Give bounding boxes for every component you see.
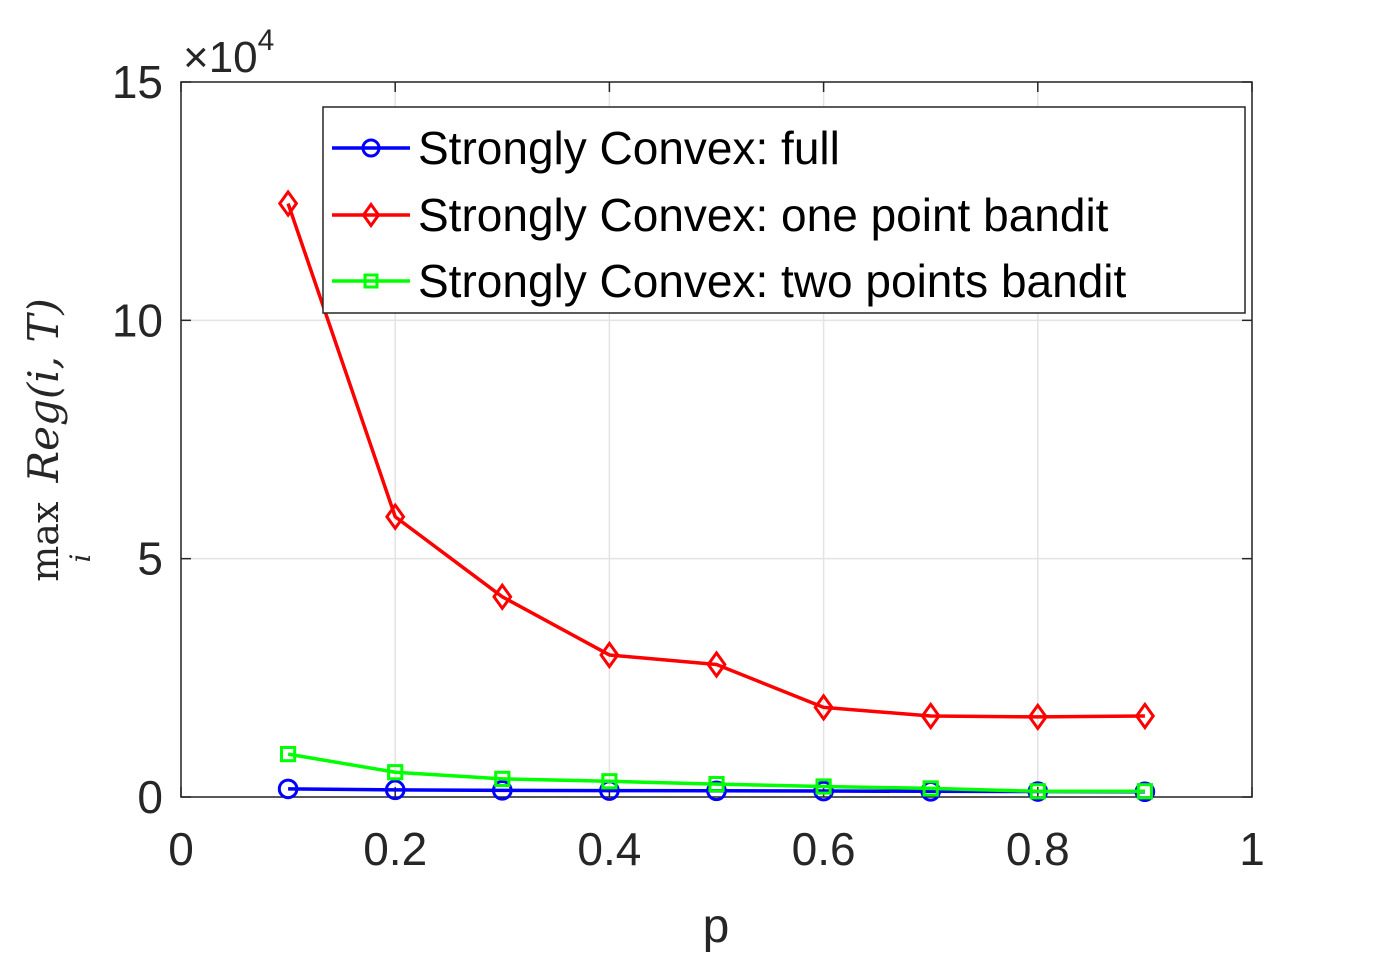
y-exponent-base: ×10 — [183, 33, 258, 82]
series-line — [286, 202, 1145, 719]
plot-area — [180, 81, 1253, 798]
y-axis-title-subscript: i — [64, 554, 97, 563]
svg-text:×104: ×104 — [183, 24, 274, 82]
legend-entry-2: Strongly Convex: two points bandit — [332, 255, 1127, 307]
legend-marker — [361, 201, 381, 229]
data-point — [599, 640, 620, 670]
legend-box — [322, 106, 1246, 314]
data-point — [813, 780, 834, 802]
data-point — [494, 770, 511, 787]
data-point — [492, 780, 513, 801]
data-point — [706, 650, 727, 679]
data-point — [813, 693, 834, 722]
data-point — [706, 780, 727, 802]
legend: Strongly Convex: full Strongly Convex: on… — [322, 106, 1246, 314]
svg-text:max Reg(i, T): max Reg(i, T) — [19, 298, 68, 582]
legend-marker — [361, 138, 381, 158]
y-axis-title-operator: max — [23, 502, 67, 582]
data-point — [920, 701, 941, 731]
data-point — [384, 779, 406, 801]
x-tick-label: 0.8 — [1006, 823, 1070, 875]
legend-entry-1: Strongly Convex: one point bandit — [332, 189, 1109, 241]
x-tick-label: 0.6 — [792, 823, 856, 875]
x-tick-label: 0.2 — [363, 823, 427, 875]
data-point — [1029, 783, 1046, 800]
y-tick-label: 15 — [112, 56, 163, 108]
data-point — [1027, 702, 1048, 732]
series-layer — [277, 189, 1156, 803]
series-line — [287, 752, 1145, 794]
legend-entry-0: Strongly Convex: full — [332, 122, 840, 174]
data-point — [708, 776, 725, 793]
legend-marker — [363, 273, 379, 289]
y-tick-label: 0 — [137, 771, 163, 823]
data-point — [922, 780, 939, 797]
x-tick-label: 1 — [1239, 823, 1265, 875]
data-point — [277, 778, 299, 800]
y-axis-title: max Reg(i, T) i — [19, 298, 97, 582]
data-point — [1136, 783, 1154, 800]
data-point — [277, 189, 299, 218]
legend-label: Strongly Convex: full — [418, 122, 840, 174]
legend-label: Strongly Convex: one point bandit — [418, 189, 1109, 241]
y-axis-title-expression: Reg(i, T) — [19, 298, 68, 483]
data-point — [385, 502, 406, 531]
series-1 — [277, 189, 1156, 732]
data-point — [387, 764, 404, 781]
series-2 — [280, 746, 1154, 800]
data-point — [815, 778, 832, 795]
x-tick-label: 0 — [168, 823, 194, 875]
data-point — [492, 582, 513, 611]
y-tick-label: 5 — [137, 533, 163, 585]
y-exponent-label: ×104 — [183, 24, 274, 82]
y-tick-label: 10 — [112, 294, 163, 346]
data-point — [280, 746, 297, 763]
data-point — [1134, 701, 1156, 731]
x-axis-title: p — [703, 900, 730, 953]
y-exponent-power: 4 — [258, 24, 275, 57]
x-tick-label: 0.4 — [577, 823, 641, 875]
data-point — [601, 773, 618, 790]
legend-label: Strongly Convex: two points bandit — [418, 255, 1127, 307]
